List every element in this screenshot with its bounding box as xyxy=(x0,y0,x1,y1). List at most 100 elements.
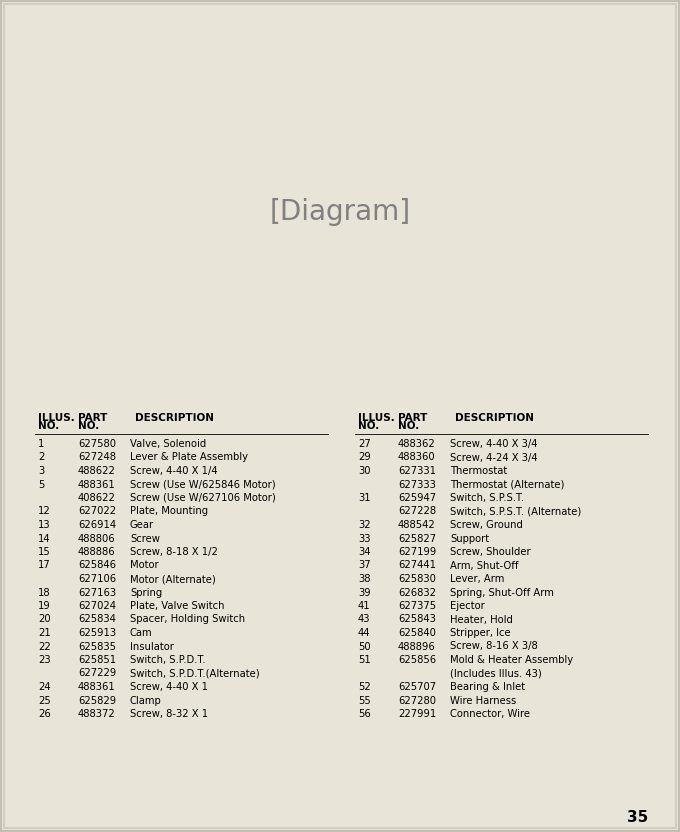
Text: Screw, 8-32 X 1: Screw, 8-32 X 1 xyxy=(130,709,208,719)
Text: 18: 18 xyxy=(38,587,50,597)
Text: 626914: 626914 xyxy=(78,520,116,530)
Text: 627199: 627199 xyxy=(398,547,437,557)
Text: 625707: 625707 xyxy=(398,682,436,692)
Text: 488542: 488542 xyxy=(398,520,436,530)
Text: 408622: 408622 xyxy=(78,493,116,503)
Text: 627229: 627229 xyxy=(78,668,116,679)
Text: 29: 29 xyxy=(358,453,371,463)
Text: NO.: NO. xyxy=(38,421,59,431)
Text: Clamp: Clamp xyxy=(130,696,162,706)
Text: Support: Support xyxy=(450,533,489,543)
Text: 627333: 627333 xyxy=(398,479,436,489)
Text: 13: 13 xyxy=(38,520,50,530)
Text: 627441: 627441 xyxy=(398,561,436,571)
Text: Screw, 4-40 X 3/4: Screw, 4-40 X 3/4 xyxy=(450,439,537,449)
Text: Heater, Hold: Heater, Hold xyxy=(450,615,513,625)
Text: Thermostat: Thermostat xyxy=(450,466,507,476)
Text: Screw, 4-40 X 1: Screw, 4-40 X 1 xyxy=(130,682,208,692)
Text: Ejector: Ejector xyxy=(450,601,485,611)
Text: 627280: 627280 xyxy=(398,696,436,706)
Text: 625846: 625846 xyxy=(78,561,116,571)
Text: Spring, Shut-Off Arm: Spring, Shut-Off Arm xyxy=(450,587,554,597)
Text: 625851: 625851 xyxy=(78,655,116,665)
Text: Switch, S.P.S.T. (Alternate): Switch, S.P.S.T. (Alternate) xyxy=(450,507,581,517)
Text: Motor: Motor xyxy=(130,561,158,571)
Text: 627228: 627228 xyxy=(398,507,436,517)
Text: 31: 31 xyxy=(358,493,371,503)
Text: 39: 39 xyxy=(358,587,371,597)
Text: 17: 17 xyxy=(38,561,51,571)
Text: 30: 30 xyxy=(358,466,371,476)
Text: 51: 51 xyxy=(358,655,371,665)
Text: Wire Harness: Wire Harness xyxy=(450,696,516,706)
Text: 627022: 627022 xyxy=(78,507,116,517)
Text: 625840: 625840 xyxy=(398,628,436,638)
Text: Screw, 8-18 X 1/2: Screw, 8-18 X 1/2 xyxy=(130,547,218,557)
Text: ILLUS.: ILLUS. xyxy=(38,413,75,423)
Text: 488896: 488896 xyxy=(398,641,436,651)
Text: Plate, Mounting: Plate, Mounting xyxy=(130,507,208,517)
Text: [Diagram]: [Diagram] xyxy=(269,198,411,226)
Text: 627106: 627106 xyxy=(78,574,116,584)
Text: NO.: NO. xyxy=(398,421,420,431)
Text: 43: 43 xyxy=(358,615,371,625)
Text: PART: PART xyxy=(398,413,427,423)
Text: Stripper, Ice: Stripper, Ice xyxy=(450,628,511,638)
Text: 5: 5 xyxy=(38,479,44,489)
Text: 21: 21 xyxy=(38,628,51,638)
Text: 2: 2 xyxy=(38,453,44,463)
Text: Screw, Ground: Screw, Ground xyxy=(450,520,523,530)
Text: 19: 19 xyxy=(38,601,51,611)
Text: ILLUS.: ILLUS. xyxy=(358,413,395,423)
Text: DESCRIPTION: DESCRIPTION xyxy=(135,413,214,423)
Text: 15: 15 xyxy=(38,547,51,557)
Text: 27: 27 xyxy=(358,439,371,449)
Text: Plate, Valve Switch: Plate, Valve Switch xyxy=(130,601,224,611)
Text: 625947: 625947 xyxy=(398,493,436,503)
Text: 627375: 627375 xyxy=(398,601,436,611)
Text: 488360: 488360 xyxy=(398,453,436,463)
Text: 488622: 488622 xyxy=(78,466,116,476)
Text: 227991: 227991 xyxy=(398,709,437,719)
Text: 22: 22 xyxy=(38,641,51,651)
Text: Screw, 4-24 X 3/4: Screw, 4-24 X 3/4 xyxy=(450,453,538,463)
Text: 625829: 625829 xyxy=(78,696,116,706)
Text: Spring: Spring xyxy=(130,587,163,597)
Text: Connector, Wire: Connector, Wire xyxy=(450,709,530,719)
Text: 35: 35 xyxy=(627,810,648,825)
Text: Spacer, Holding Switch: Spacer, Holding Switch xyxy=(130,615,245,625)
Text: 44: 44 xyxy=(358,628,371,638)
Text: 488361: 488361 xyxy=(78,682,116,692)
Text: 24: 24 xyxy=(38,682,50,692)
Text: 56: 56 xyxy=(358,709,371,719)
Text: Screw (Use W/625846 Motor): Screw (Use W/625846 Motor) xyxy=(130,479,275,489)
Text: 625827: 625827 xyxy=(398,533,436,543)
Text: 37: 37 xyxy=(358,561,371,571)
Text: 38: 38 xyxy=(358,574,371,584)
Text: Motor (Alternate): Motor (Alternate) xyxy=(130,574,216,584)
Text: Cam: Cam xyxy=(130,628,152,638)
Text: 33: 33 xyxy=(358,533,371,543)
Text: 26: 26 xyxy=(38,709,51,719)
Text: Mold & Heater Assembly: Mold & Heater Assembly xyxy=(450,655,573,665)
Text: 627024: 627024 xyxy=(78,601,116,611)
Text: 3: 3 xyxy=(38,466,44,476)
Text: Lever & Plate Assembly: Lever & Plate Assembly xyxy=(130,453,248,463)
Text: 488886: 488886 xyxy=(78,547,116,557)
Text: 625843: 625843 xyxy=(398,615,436,625)
Text: Switch, S.P.D.T.: Switch, S.P.D.T. xyxy=(130,655,205,665)
Text: Arm, Shut-Off: Arm, Shut-Off xyxy=(450,561,518,571)
Text: Switch, S.P.D.T.(Alternate): Switch, S.P.D.T.(Alternate) xyxy=(130,668,260,679)
Text: 55: 55 xyxy=(358,696,371,706)
Text: 627580: 627580 xyxy=(78,439,116,449)
Text: 32: 32 xyxy=(358,520,371,530)
Text: NO.: NO. xyxy=(78,421,99,431)
Text: (Includes Illus. 43): (Includes Illus. 43) xyxy=(450,668,542,679)
Text: 488362: 488362 xyxy=(398,439,436,449)
Bar xyxy=(0,412,680,832)
Text: Screw, Shoulder: Screw, Shoulder xyxy=(450,547,530,557)
Text: 627248: 627248 xyxy=(78,453,116,463)
Text: 625913: 625913 xyxy=(78,628,116,638)
Text: Gear: Gear xyxy=(130,520,154,530)
Text: 23: 23 xyxy=(38,655,50,665)
